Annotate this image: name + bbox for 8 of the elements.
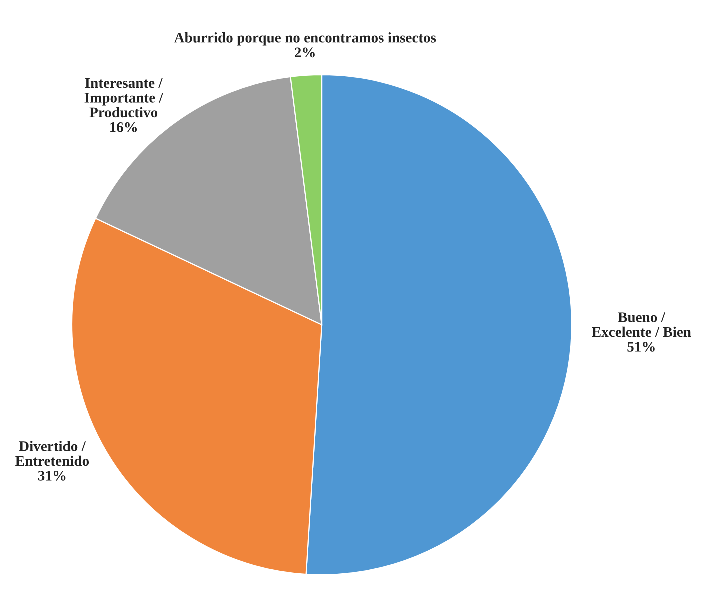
data-label: 16% [110,122,138,132]
data-label: 31% [38,470,66,481]
slice-label: Interesante / Importante / Productivo [84,78,164,118]
slice-label: Aburrido porque no encontramos insectos [174,32,436,46]
data-label: 2% [295,48,315,58]
data-label: 51% [628,342,655,352]
slice-label: Divertido / Entretenido [16,441,90,466]
slice-label: Bueno / Excelente / Bien [592,312,692,338]
